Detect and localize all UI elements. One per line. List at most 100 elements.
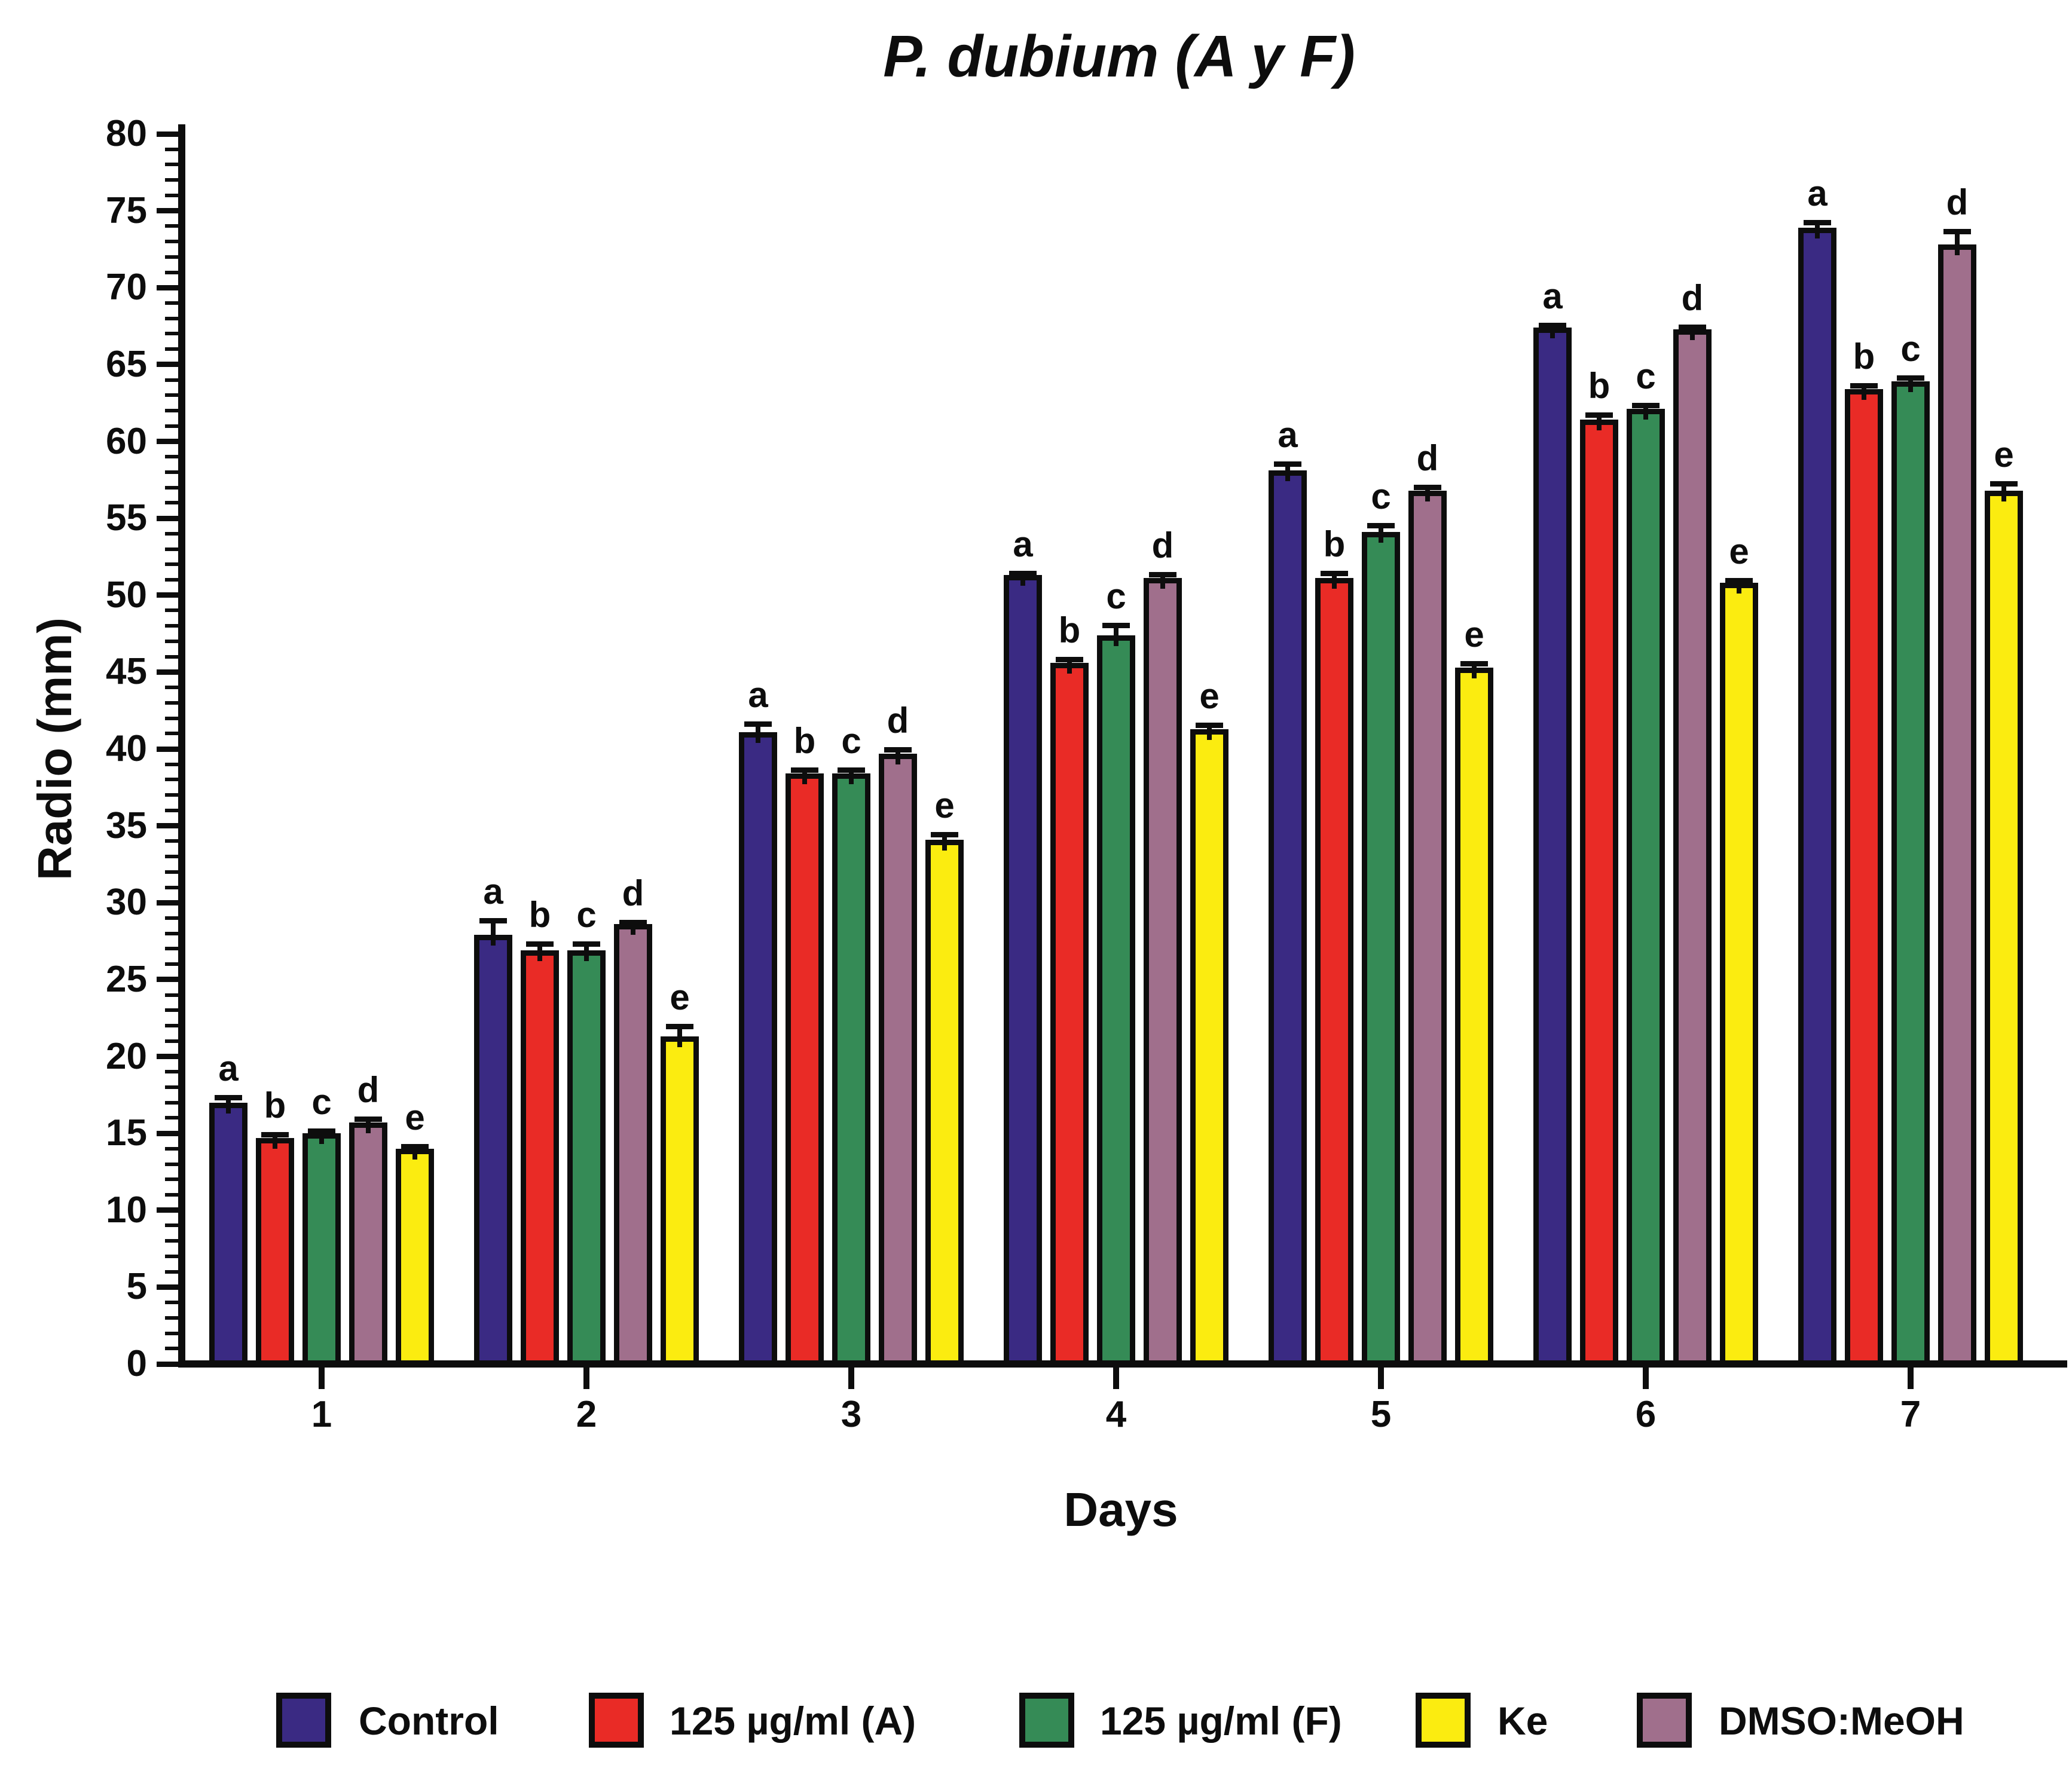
error-bar-cap [1321,570,1348,576]
y-minor-tick [165,163,178,167]
error-bar-cap [1990,481,2018,487]
y-major-tick [157,131,178,137]
bar [1097,635,1135,1368]
bar [739,732,777,1368]
y-major-tick [157,362,178,368]
y-tick-label: 75 [106,189,147,231]
error-bar-stem [491,919,496,946]
y-minor-tick [165,1316,178,1320]
y-minor-tick [165,1008,178,1013]
y-major-tick [157,746,178,752]
x-tick [1908,1368,1914,1389]
y-tick-label: 80 [106,113,147,154]
y-tick-label: 50 [106,574,147,616]
error-bar-cap [838,767,865,773]
error-bar-stem [1737,579,1741,594]
y-major-tick [157,1284,178,1290]
bar-letter: e [670,977,690,1018]
error-bar-stem [1815,221,1820,238]
bar [1408,490,1447,1368]
y-minor-tick [165,224,178,228]
bar-letter: c [1106,576,1126,617]
bar [567,950,606,1368]
y-tick-label: 35 [106,805,147,846]
error-bar-cap [1274,461,1301,467]
error-bar-stem [1862,384,1866,400]
x-tick-label: 3 [841,1394,862,1435]
bar-letter: b [528,894,551,935]
legend-label: Ke [1498,1699,1548,1743]
bar [1190,729,1228,1368]
error-bar-cap [1804,220,1831,226]
bar-letter: d [357,1069,380,1110]
y-minor-tick [165,301,178,305]
y-minor-tick [165,1223,178,1228]
bar-letter: b [1058,610,1081,650]
x-tick [583,1368,589,1389]
bar-letter: c [1900,328,1921,369]
error-bar-cap [1367,522,1395,528]
y-minor-tick [165,1239,178,1243]
error-bar-stem [366,1117,371,1134]
y-minor-tick [165,1039,178,1043]
y-tick-label: 45 [106,651,147,693]
error-bar-stem [1114,624,1118,646]
error-bar-cap [666,1024,693,1030]
error-bar-cap [1102,623,1130,629]
bar-letter: e [405,1097,425,1138]
error-bar-cap [479,917,507,923]
y-minor-tick [165,393,178,397]
error-bar-cap [1943,229,1971,235]
error-bar-cap [1149,572,1176,578]
y-minor-tick [165,1146,178,1151]
bar [1720,583,1758,1368]
y-minor-tick [165,409,178,413]
error-bar-stem [1020,571,1025,586]
error-bar-cap [1850,383,1878,389]
bar [925,839,964,1368]
bar [614,924,652,1368]
bar-letter: a [218,1048,239,1088]
bar-letter: e [1464,614,1484,655]
y-major-tick [157,1130,178,1136]
bar-letter: a [1542,276,1563,317]
y-major-tick [157,977,178,983]
bar [1362,532,1400,1368]
x-tick [848,1368,854,1389]
error-bar-stem [226,1096,231,1114]
y-minor-tick [165,1270,178,1274]
y-minor-tick [165,193,178,197]
y-minor-tick [165,654,178,659]
error-bar-cap [1056,656,1083,662]
bar-letter: c [1636,356,1656,397]
y-minor-tick [165,255,178,259]
y-minor-tick [165,424,178,428]
error-bar-cap [1679,324,1706,330]
error-bar-stem [849,768,854,785]
bar-letter: b [264,1085,286,1125]
bar [1004,575,1042,1368]
y-minor-tick [165,624,178,628]
bar-letter: b [1323,524,1346,564]
legend-label: 125 µg/ml (A) [670,1699,916,1743]
y-minor-tick [165,962,178,966]
y-minor-tick [165,1177,178,1182]
y-minor-tick [165,793,178,797]
error-bar-cap [526,941,554,947]
error-bar-stem [1379,524,1383,543]
bar-letter: c [576,894,597,935]
x-axis-line [178,1360,2067,1368]
legend-swatch [1019,1693,1074,1748]
y-minor-tick [165,1254,178,1258]
bar-letter: c [1371,476,1391,516]
y-minor-tick [165,916,178,920]
error-bar-cap [1585,412,1613,418]
x-tick [1113,1368,1119,1389]
bar-letter: b [1588,365,1610,406]
y-axis-line [178,124,185,1368]
error-bar-stem [1425,485,1430,501]
y-minor-tick [165,1301,178,1305]
y-minor-tick [165,701,178,705]
bar [302,1133,341,1368]
bar [1627,409,1665,1368]
